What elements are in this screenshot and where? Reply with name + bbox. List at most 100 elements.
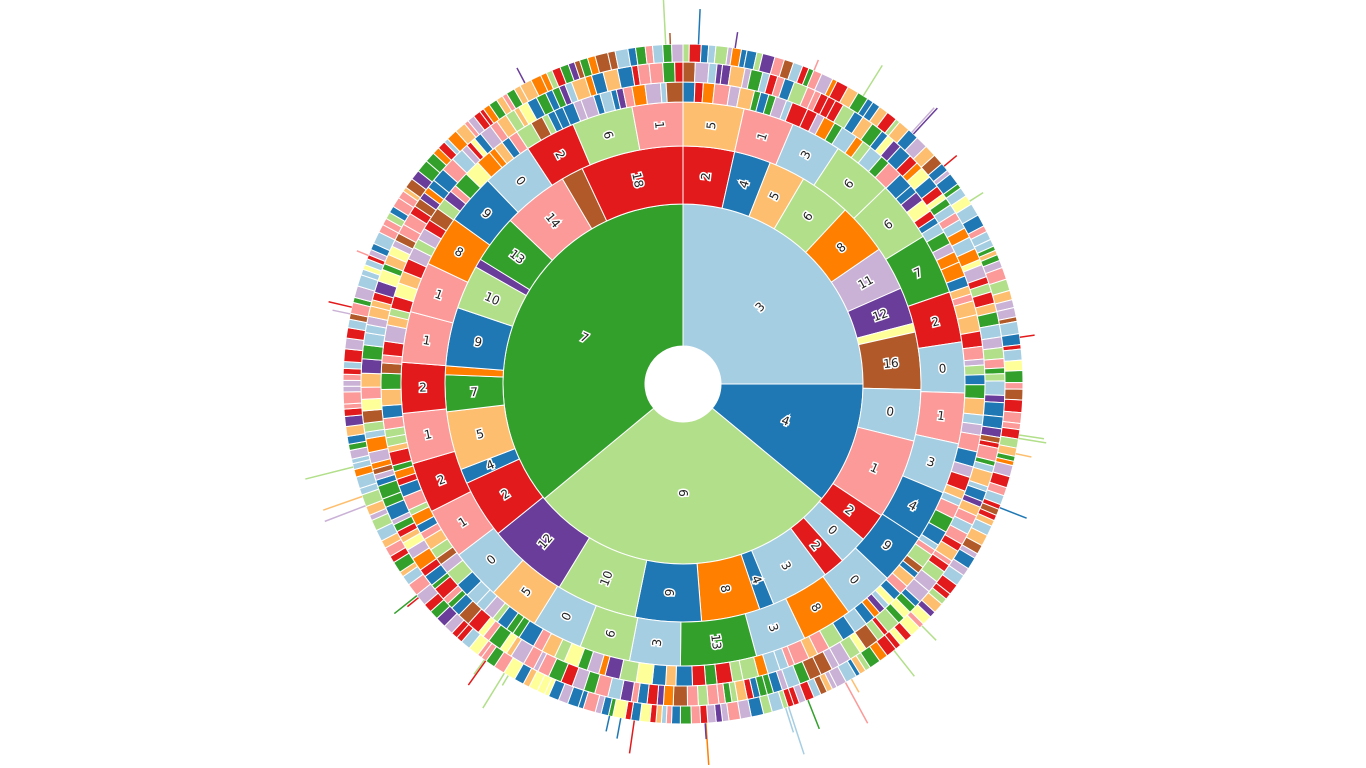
detail-spike bbox=[893, 650, 915, 677]
middle-ring-label: 18 bbox=[629, 171, 646, 189]
detail-ring-arc[interactable] bbox=[380, 388, 403, 407]
detail-ring-arc[interactable] bbox=[361, 408, 384, 424]
detail-ring-arc[interactable] bbox=[1003, 359, 1024, 372]
detail-ring-arc[interactable] bbox=[694, 61, 710, 84]
detail-ring-arc[interactable] bbox=[662, 684, 675, 707]
middle-ring-label: 7 bbox=[470, 385, 478, 399]
detail-ring-arc[interactable] bbox=[380, 372, 402, 391]
detail-spike bbox=[999, 506, 1027, 519]
detail-ring-arc[interactable] bbox=[1004, 382, 1024, 390]
detail-ring-arc[interactable] bbox=[960, 330, 984, 350]
detail-ring-arc[interactable] bbox=[982, 401, 1005, 418]
detail-ring-arc[interactable] bbox=[644, 82, 663, 105]
detail-spike bbox=[697, 9, 701, 45]
detail-ring-arc[interactable] bbox=[982, 346, 1005, 361]
detail-ring-arc[interactable] bbox=[662, 43, 673, 64]
detail-ring-arc[interactable] bbox=[342, 373, 362, 381]
detail-ring-arc[interactable] bbox=[381, 403, 404, 420]
detail-ring-arc[interactable] bbox=[984, 380, 1006, 396]
detail-ring-arc[interactable] bbox=[675, 665, 694, 687]
detail-spike bbox=[911, 107, 935, 133]
detail-ring-arc[interactable] bbox=[962, 397, 986, 416]
detail-ring-arc[interactable] bbox=[983, 357, 1006, 370]
outer-ring-label: 13 bbox=[708, 633, 724, 650]
detail-spike bbox=[969, 191, 984, 202]
detail-ring-arc[interactable] bbox=[648, 62, 665, 85]
detail-ring-arc[interactable] bbox=[1004, 388, 1024, 401]
detail-ring-arc[interactable] bbox=[360, 386, 382, 400]
detail-ring-arc[interactable] bbox=[360, 358, 383, 375]
detail-ring-arc[interactable] bbox=[670, 705, 681, 725]
detail-ring-arc[interactable] bbox=[688, 43, 702, 63]
detail-ring-arc[interactable] bbox=[665, 664, 677, 687]
middle-ring-label: 10 bbox=[597, 569, 616, 588]
detail-spike bbox=[785, 707, 795, 733]
detail-spike bbox=[467, 660, 487, 686]
detail-ring-arc[interactable] bbox=[1004, 369, 1024, 384]
detail-ring-arc[interactable] bbox=[686, 685, 699, 707]
detail-ring-arc[interactable] bbox=[696, 684, 709, 707]
detail-spike bbox=[844, 682, 869, 724]
detail-ring-arc[interactable] bbox=[682, 81, 696, 103]
detail-ring-arc[interactable] bbox=[682, 61, 696, 83]
detail-ring-arc[interactable] bbox=[671, 43, 684, 63]
detail-spike bbox=[705, 723, 710, 766]
detail-spike bbox=[807, 699, 821, 730]
detail-spike bbox=[1019, 334, 1035, 338]
detail-ring-arc[interactable] bbox=[651, 44, 665, 64]
detail-ring-arc[interactable] bbox=[674, 61, 684, 83]
outer-ring-label: 2 bbox=[419, 380, 427, 394]
middle-ring-label: 0 bbox=[885, 404, 894, 419]
detail-spike bbox=[482, 672, 505, 709]
detail-ring-arc[interactable] bbox=[342, 391, 363, 405]
detail-ring-arc[interactable] bbox=[682, 43, 690, 63]
detail-spike bbox=[628, 720, 636, 754]
detail-spike bbox=[1015, 452, 1032, 458]
detail-spike bbox=[921, 625, 937, 641]
outer-ring-label: 3 bbox=[650, 638, 665, 647]
detail-spike bbox=[704, 723, 707, 740]
detail-ring-arc[interactable] bbox=[665, 81, 684, 103]
detail-spike bbox=[1019, 434, 1045, 440]
detail-spike bbox=[324, 505, 366, 523]
middle-ring-label: 2 bbox=[698, 172, 713, 181]
detail-spike bbox=[605, 715, 611, 732]
detail-ring-arc[interactable] bbox=[964, 374, 986, 386]
detail-ring-arc[interactable] bbox=[679, 705, 692, 725]
detail-ring-arc[interactable] bbox=[343, 348, 364, 364]
detail-ring-arc[interactable] bbox=[1002, 348, 1023, 362]
detail-ring-arc[interactable] bbox=[662, 61, 676, 84]
detail-ring-arc[interactable] bbox=[964, 384, 986, 400]
detail-spike bbox=[662, 0, 667, 45]
detail-spike bbox=[328, 301, 352, 308]
detail-spike bbox=[1018, 437, 1047, 444]
detail-ring-arc[interactable] bbox=[342, 385, 362, 393]
detail-ring-arc[interactable] bbox=[690, 705, 702, 725]
detail-ring-arc[interactable] bbox=[1003, 398, 1024, 414]
detail-ring-arc[interactable] bbox=[672, 685, 689, 707]
middle-ring-label: 9 bbox=[663, 588, 677, 597]
detail-ring-arc[interactable] bbox=[984, 373, 1006, 382]
detail-spike bbox=[501, 675, 509, 686]
outer-ring-label: 0 bbox=[938, 361, 946, 375]
detail-ring-arc[interactable] bbox=[691, 664, 707, 687]
detail-spike bbox=[912, 107, 938, 135]
detail-ring-arc[interactable] bbox=[714, 661, 734, 685]
detail-ring-arc[interactable] bbox=[360, 372, 382, 388]
detail-ring-arc[interactable] bbox=[962, 345, 985, 362]
detail-ring-arc[interactable] bbox=[963, 364, 986, 376]
detail-spike bbox=[813, 59, 820, 71]
detail-ring-arc[interactable] bbox=[703, 663, 718, 686]
detail-spike bbox=[322, 495, 363, 511]
detail-spike bbox=[943, 155, 958, 167]
detail-spike bbox=[332, 309, 351, 315]
detail-ring-arc[interactable] bbox=[342, 379, 362, 387]
detail-ring-arc[interactable] bbox=[706, 683, 720, 706]
detail-spike bbox=[616, 718, 622, 739]
detail-spike bbox=[734, 32, 739, 49]
middle-ring-label: 12 bbox=[871, 306, 890, 324]
detail-spike bbox=[473, 659, 485, 675]
detail-ring-arc[interactable] bbox=[360, 397, 383, 412]
